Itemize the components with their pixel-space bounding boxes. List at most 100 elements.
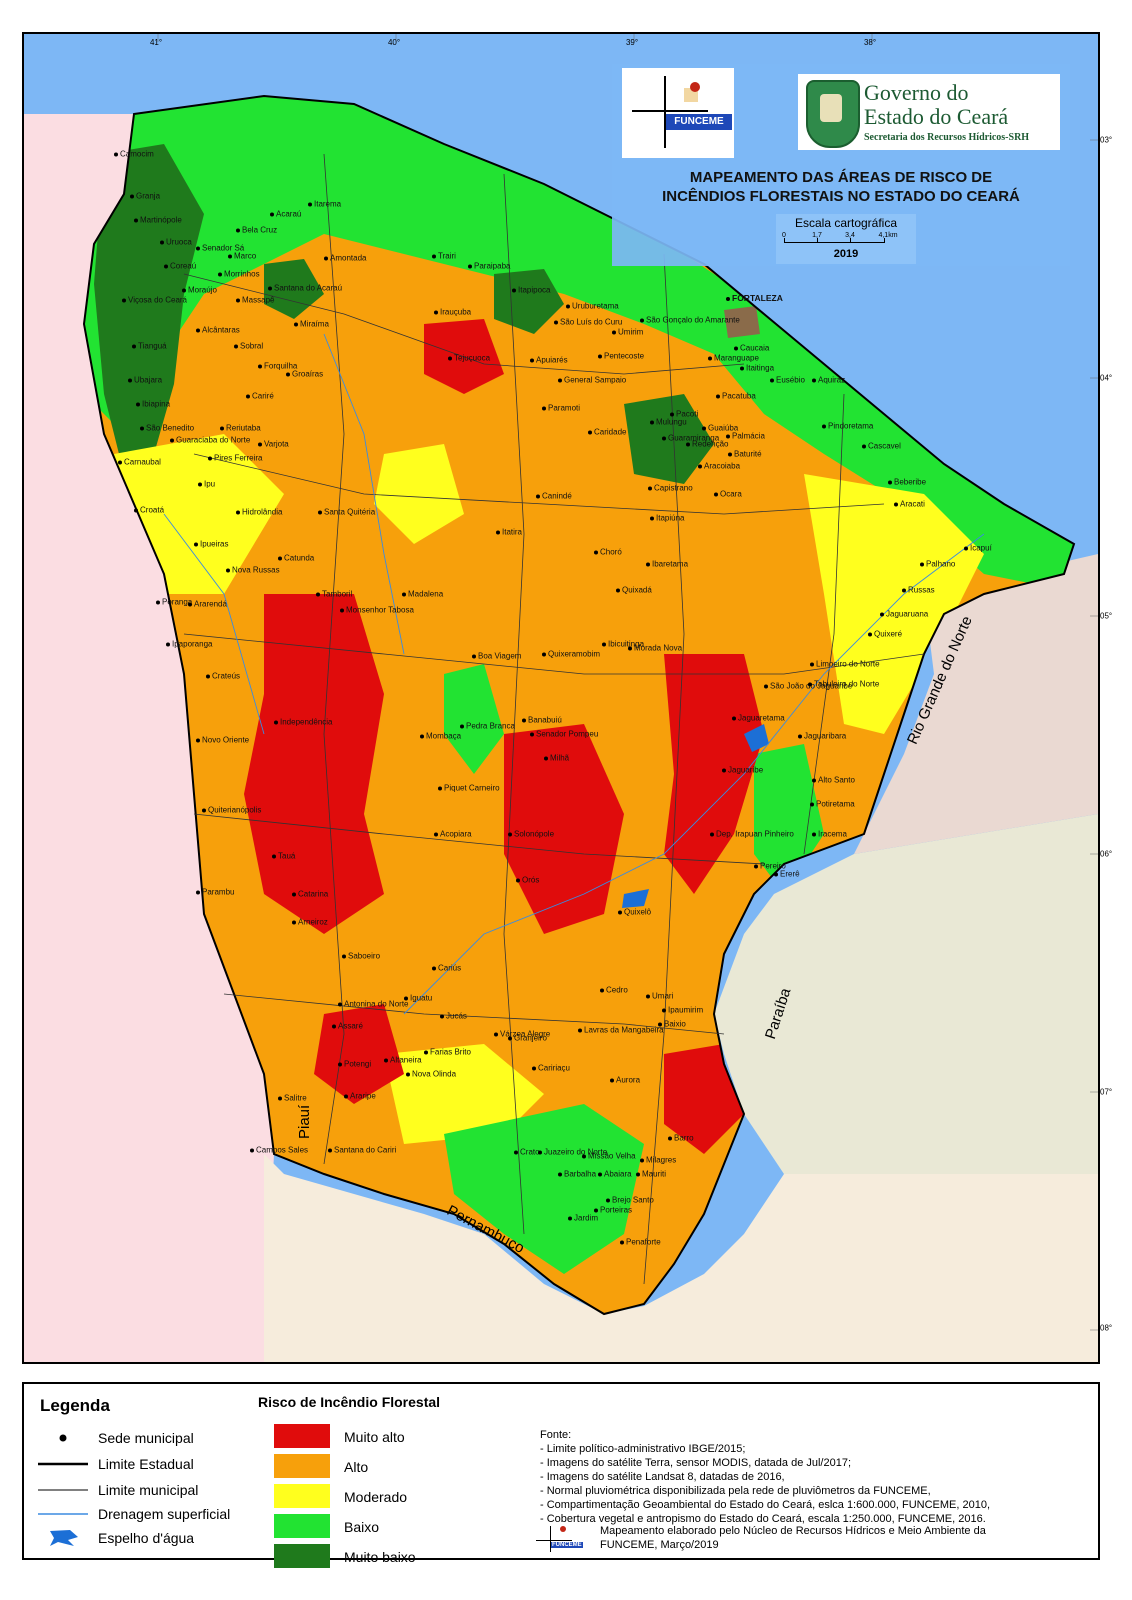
risk-label: Muito alto xyxy=(344,1429,405,1445)
municipal-seat-label: Tejuçuoca xyxy=(448,354,490,363)
municipal-seat-label: Iracema xyxy=(812,830,847,839)
legend-drenagem: Drenagem superficial xyxy=(38,1504,278,1524)
municipal-seat-label: Porteiras xyxy=(594,1206,632,1215)
municipal-seat-label: Maranguape xyxy=(708,354,759,363)
municipal-seat-label: Cascavel xyxy=(862,442,901,451)
scale-tick-1: 1,7 xyxy=(812,232,822,239)
risk-moderado-center xyxy=(374,444,464,544)
legend-label: Espelho d'água xyxy=(98,1530,195,1546)
risk-class-baixo: Baixo xyxy=(274,1514,474,1540)
lon-tick-40: 40° xyxy=(387,38,401,47)
municipal-seat-label: Arneiroz xyxy=(292,918,328,927)
municipal-seat-label: Iguatu xyxy=(404,994,432,1003)
municipal-seat-label: Araripe xyxy=(344,1092,376,1101)
municipal-seat-label: Varjota xyxy=(258,440,289,449)
gov-line2: Estado do Ceará xyxy=(864,104,1009,129)
municipal-seat-label: Milagres xyxy=(640,1156,676,1165)
municipal-seat-label: Senador Sá xyxy=(196,244,244,253)
risk-baixo-pedra-branca xyxy=(444,664,504,774)
funceme-wordmark: FUNCEME xyxy=(666,114,732,130)
ceara-seal-icon xyxy=(806,80,860,148)
risk-class-alto: Alto xyxy=(274,1454,474,1480)
municipal-seat-label: Reriutaba xyxy=(220,424,261,433)
municipal-seat-label: Caucaia xyxy=(734,344,769,353)
municipal-seat-label: Ipaumirim xyxy=(662,1006,703,1015)
municipal-seat-label: Umirim xyxy=(612,328,643,337)
municipal-seat-label: Sobral xyxy=(234,342,263,351)
municipal-seat-label: Capistrano xyxy=(648,484,693,493)
municipal-seat-label: Ibicuitinga xyxy=(602,640,644,649)
municipal-seat-label: Carnaubal xyxy=(118,458,161,467)
municipal-seat-label: Acaraú xyxy=(270,210,301,219)
municipal-seat-label: Quixelô xyxy=(618,908,651,917)
municipal-seat-label: Pires Ferreira xyxy=(208,454,262,463)
municipal-seat-label: Tianguá xyxy=(132,342,167,351)
legend-sede-municipal: Sede municipal xyxy=(38,1428,278,1448)
blue-line-icon xyxy=(38,1513,88,1515)
paraiba-region xyxy=(714,814,1098,1174)
credit-text: Mapeamento elaborado pelo Núcleo de Recu… xyxy=(600,1524,986,1552)
legend-espelho-dagua: Espelho d'água xyxy=(38,1528,278,1548)
municipal-seat-label: Forquilha xyxy=(258,362,297,371)
risk-class-muito-baixo: Muito baixo xyxy=(274,1544,474,1570)
lat-tick-07: 07° xyxy=(1100,1087,1113,1097)
municipal-seat-label: Altaneira xyxy=(384,1056,422,1065)
municipal-seat-label: Miraíma xyxy=(294,320,329,329)
municipal-seat-label: Potiretama xyxy=(810,800,855,809)
reservoir-castanhao xyxy=(744,724,769,752)
municipal-seat-label: Morrinhos xyxy=(218,270,260,279)
municipal-seat-label: Granja xyxy=(130,192,160,201)
municipal-seat-label: Quixeramobim xyxy=(542,650,600,659)
municipal-seat-label: Missão Velha xyxy=(582,1152,636,1161)
source-line: - Imagens do satélite Landsat 8, datadas… xyxy=(540,1471,785,1483)
municipal-seat-label: Ererê xyxy=(774,870,800,879)
lat-tick-04: 04° xyxy=(1100,373,1113,383)
risk-swatch xyxy=(274,1454,330,1478)
municipal-seat-label: Aracati xyxy=(894,500,925,509)
municipal-seat-label: Pindoretama xyxy=(822,422,873,431)
municipal-seat-label: Limoeiro do Norte xyxy=(810,660,880,669)
scale-box: Escala cartográfica 0 1,7 3,4 4,1km 2019 xyxy=(776,214,916,264)
municipal-seat-label: Orós xyxy=(516,876,539,885)
lon-tick-41: 41° xyxy=(149,38,163,47)
water-body-icon xyxy=(50,1530,78,1546)
municipal-seat-label: Alcântaras xyxy=(196,326,240,335)
municipal-seat-label: Eusébio xyxy=(770,376,805,385)
drainage-network xyxy=(163,333,985,1015)
lat-tick-05: 05° xyxy=(1100,611,1113,621)
municipal-seat-label: Mulungu xyxy=(650,418,687,427)
municipal-seat-label: Ararendá xyxy=(188,600,227,609)
lon-tick-38: 38° xyxy=(863,38,877,47)
municipal-seat-label: Nova Olinda xyxy=(406,1070,456,1079)
municipal-seat-label: São Luís do Curu xyxy=(554,318,622,327)
rio-grande-do-norte-region xyxy=(854,554,1098,854)
label-piaui: Piauí xyxy=(296,1104,313,1139)
municipal-seat-label: Barbalha xyxy=(558,1170,596,1179)
municipal-seat-label: Apuiarés xyxy=(530,356,568,365)
municipal-seat-label: Baturité xyxy=(728,450,762,459)
municipal-seat-label: Mombaça xyxy=(420,732,461,741)
municipal-seat-label: Groaíras xyxy=(286,370,323,379)
municipal-seat-label: Ibaretama xyxy=(646,560,688,569)
municipal-seat-label: Acopiara xyxy=(434,830,472,839)
municipal-seat-label: Jaguaribe xyxy=(722,766,763,775)
source-line: - Imagens do satélite Terra, sensor MODI… xyxy=(540,1457,852,1469)
municipal-seat-label: Monsenhor Tabosa xyxy=(340,606,414,615)
municipal-seat-label: Paramoti xyxy=(542,404,580,413)
municipal-seat-label: Palhano xyxy=(920,560,955,569)
credit-line1: Mapeamento elaborado pelo Núcleo de Recu… xyxy=(600,1525,986,1537)
thin-line-icon xyxy=(38,1489,88,1491)
municipal-seat-label: Hidrolândia xyxy=(236,508,282,517)
municipal-seat-label: Croatá xyxy=(134,506,164,515)
legend-label: Drenagem superficial xyxy=(98,1506,231,1522)
scale-bar xyxy=(784,242,884,243)
municipal-seat-label: Viçosa do Ceará xyxy=(122,296,187,305)
municipal-seat-label: Guaraciaba do Norte xyxy=(170,436,250,445)
municipal-seat-label: Juazeiro do Norte xyxy=(538,1148,607,1157)
municipal-seat-label: Banabuiú xyxy=(522,716,562,725)
municipal-seat-label: Canindé xyxy=(536,492,572,501)
municipal-seat-label: Marco xyxy=(228,252,256,261)
point-symbol-icon xyxy=(59,1434,67,1442)
municipal-seat-label: Milhã xyxy=(544,754,569,763)
funceme-small-wordmark: FUNCEME xyxy=(551,1542,583,1548)
